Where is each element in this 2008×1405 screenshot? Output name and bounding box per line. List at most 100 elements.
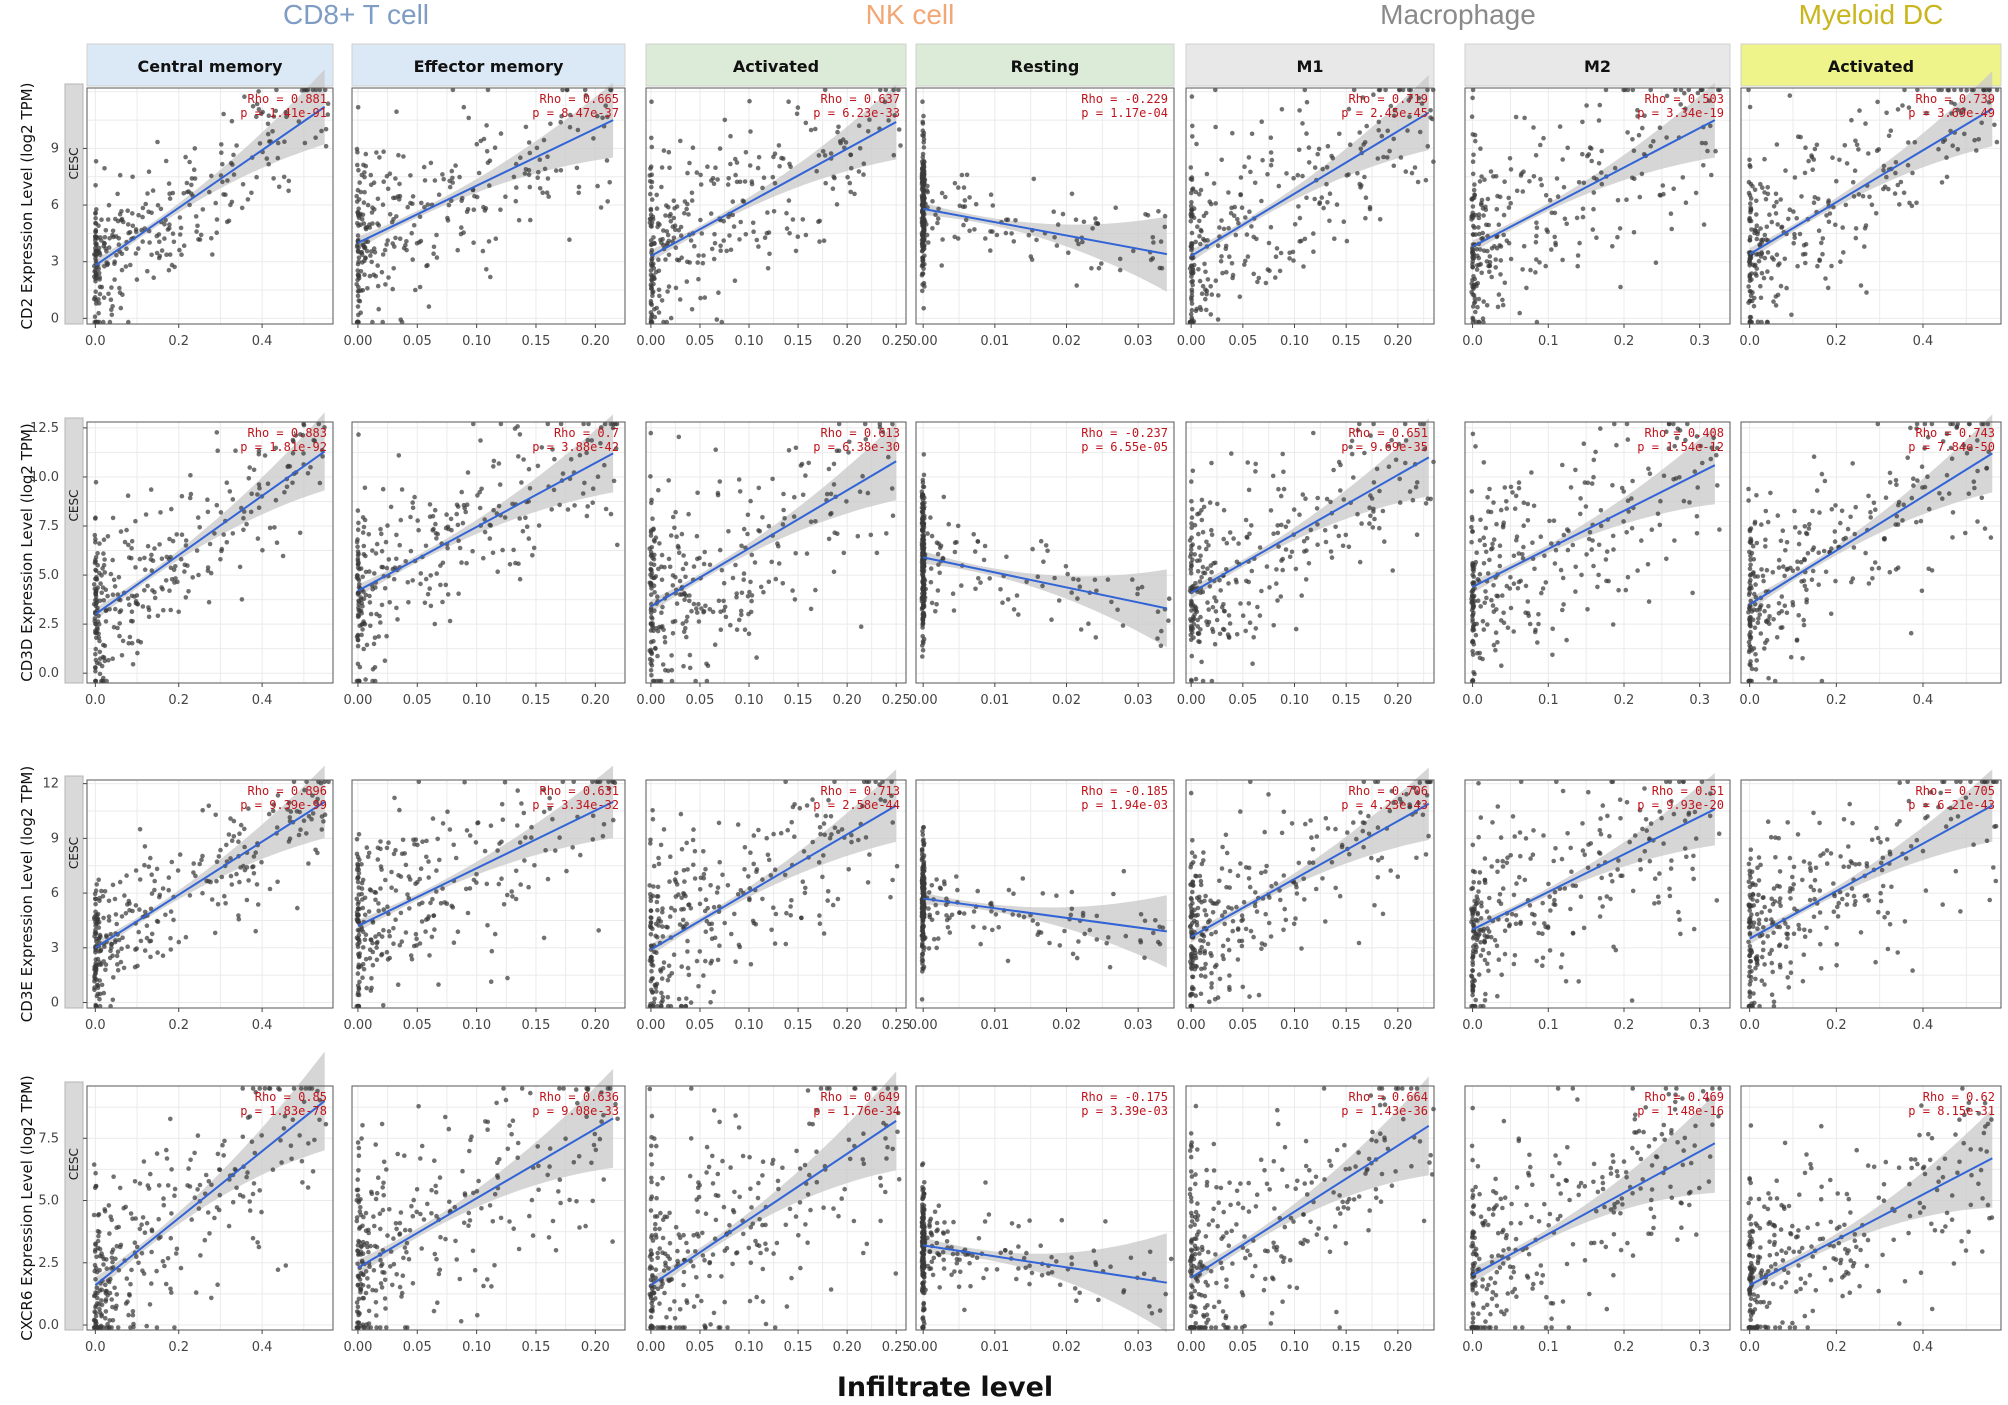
scatter-point xyxy=(1483,204,1488,210)
scatter-point xyxy=(1291,507,1297,512)
scatter-point xyxy=(459,489,465,495)
scatter-point xyxy=(1792,235,1797,240)
scatter-point xyxy=(118,529,124,534)
scatter-point xyxy=(1470,259,1475,264)
scatter-point xyxy=(700,260,706,266)
scatter-point xyxy=(119,946,124,951)
scatter-point xyxy=(382,247,388,253)
scatter-point xyxy=(1371,509,1376,514)
scatter-point xyxy=(698,172,703,178)
scatter-point xyxy=(921,140,926,145)
scatter-point xyxy=(1757,607,1762,612)
scatter-point xyxy=(1280,451,1285,457)
scatter-point xyxy=(1089,266,1094,271)
scatter-point xyxy=(129,546,134,551)
scatter-point xyxy=(552,456,557,462)
scatter-point xyxy=(97,291,103,297)
scatter-point xyxy=(271,176,276,181)
scatter-point xyxy=(659,552,665,558)
scatter-point xyxy=(384,242,389,247)
scatter-point xyxy=(668,533,674,538)
scatter-point xyxy=(129,640,135,646)
scatter-point xyxy=(97,570,102,576)
scatter-point xyxy=(920,258,926,263)
scatter-point xyxy=(362,189,367,195)
scatter-point xyxy=(1196,531,1201,537)
scatter-point xyxy=(423,576,429,582)
scatter-point xyxy=(1086,621,1091,626)
scatter-point xyxy=(375,196,381,202)
scatter-point xyxy=(1166,596,1172,601)
scatter-point xyxy=(1220,270,1225,276)
scatter-point xyxy=(495,569,501,574)
scatter-point xyxy=(921,504,927,510)
scatter-point xyxy=(665,289,670,294)
scatter-point xyxy=(145,268,150,274)
p-prefix: p = xyxy=(532,106,561,120)
scatter-point xyxy=(1487,260,1493,265)
scatter-point xyxy=(1598,508,1604,513)
scatter-point xyxy=(959,583,964,588)
scatter-point xyxy=(367,273,373,279)
scatter-point xyxy=(1203,210,1209,216)
scatter-point xyxy=(385,186,391,192)
scatter-point xyxy=(701,253,706,258)
scatter-point xyxy=(375,283,381,289)
scatter-point xyxy=(394,532,399,538)
scatter-point xyxy=(103,619,109,624)
scatter-point xyxy=(568,457,574,462)
scatter-point xyxy=(366,532,372,537)
rho-prefix: Rho = xyxy=(1349,426,1392,440)
scatter-point xyxy=(1573,589,1578,594)
scatter-point xyxy=(422,204,427,210)
scatter-point xyxy=(296,119,302,124)
scatter-point xyxy=(1774,142,1780,147)
scatter-point xyxy=(1754,540,1760,546)
scatter-point xyxy=(657,293,662,299)
scatter-point xyxy=(557,502,562,508)
scatter-point xyxy=(1472,276,1478,282)
scatter-point xyxy=(652,241,657,246)
scatter-point xyxy=(1543,263,1548,269)
scatter-point xyxy=(1809,154,1815,160)
scatter-point xyxy=(359,632,364,638)
x-axis-ticks: 0.0 0.2 0.4 xyxy=(85,683,272,708)
scatter-point xyxy=(1267,585,1272,590)
scatter-point xyxy=(1798,559,1804,565)
scatter-point xyxy=(922,243,927,248)
scatter-point xyxy=(1747,215,1752,221)
scatter-point xyxy=(1213,278,1219,284)
scatter-point xyxy=(1762,608,1767,614)
scatter-point xyxy=(758,584,764,590)
scatter-point xyxy=(228,816,233,821)
scatter-point xyxy=(1351,475,1356,480)
scatter-point xyxy=(1259,119,1264,124)
scatter-point xyxy=(1508,201,1513,206)
scatter-point xyxy=(259,859,264,865)
scatter-point xyxy=(1979,495,1985,501)
scatter-point xyxy=(1296,147,1302,153)
scatter-point xyxy=(101,537,107,542)
scatter-point xyxy=(707,562,713,568)
scatter-point xyxy=(756,485,762,491)
scatter-point xyxy=(1213,609,1219,614)
scatter-point xyxy=(664,203,669,208)
scatter-point xyxy=(1198,614,1203,620)
scatter-point xyxy=(1251,234,1256,240)
scatter-point xyxy=(537,157,543,162)
scatter-point xyxy=(304,87,309,93)
scatter-point xyxy=(682,597,687,603)
rho-label: Rho = 0.503 xyxy=(1645,92,1724,106)
scatter-point xyxy=(113,606,118,612)
scatter-point xyxy=(1748,634,1754,640)
scatter-point xyxy=(120,638,126,644)
scatter-point xyxy=(355,549,361,554)
scatter-point xyxy=(1635,568,1640,573)
scatter-point xyxy=(1234,632,1240,637)
scatter-point xyxy=(459,225,464,230)
scatter-point xyxy=(355,573,360,578)
scatter-point xyxy=(1278,250,1284,256)
p-value-label: p = 3.88e-42 xyxy=(532,440,619,454)
scatter-point xyxy=(209,897,215,902)
